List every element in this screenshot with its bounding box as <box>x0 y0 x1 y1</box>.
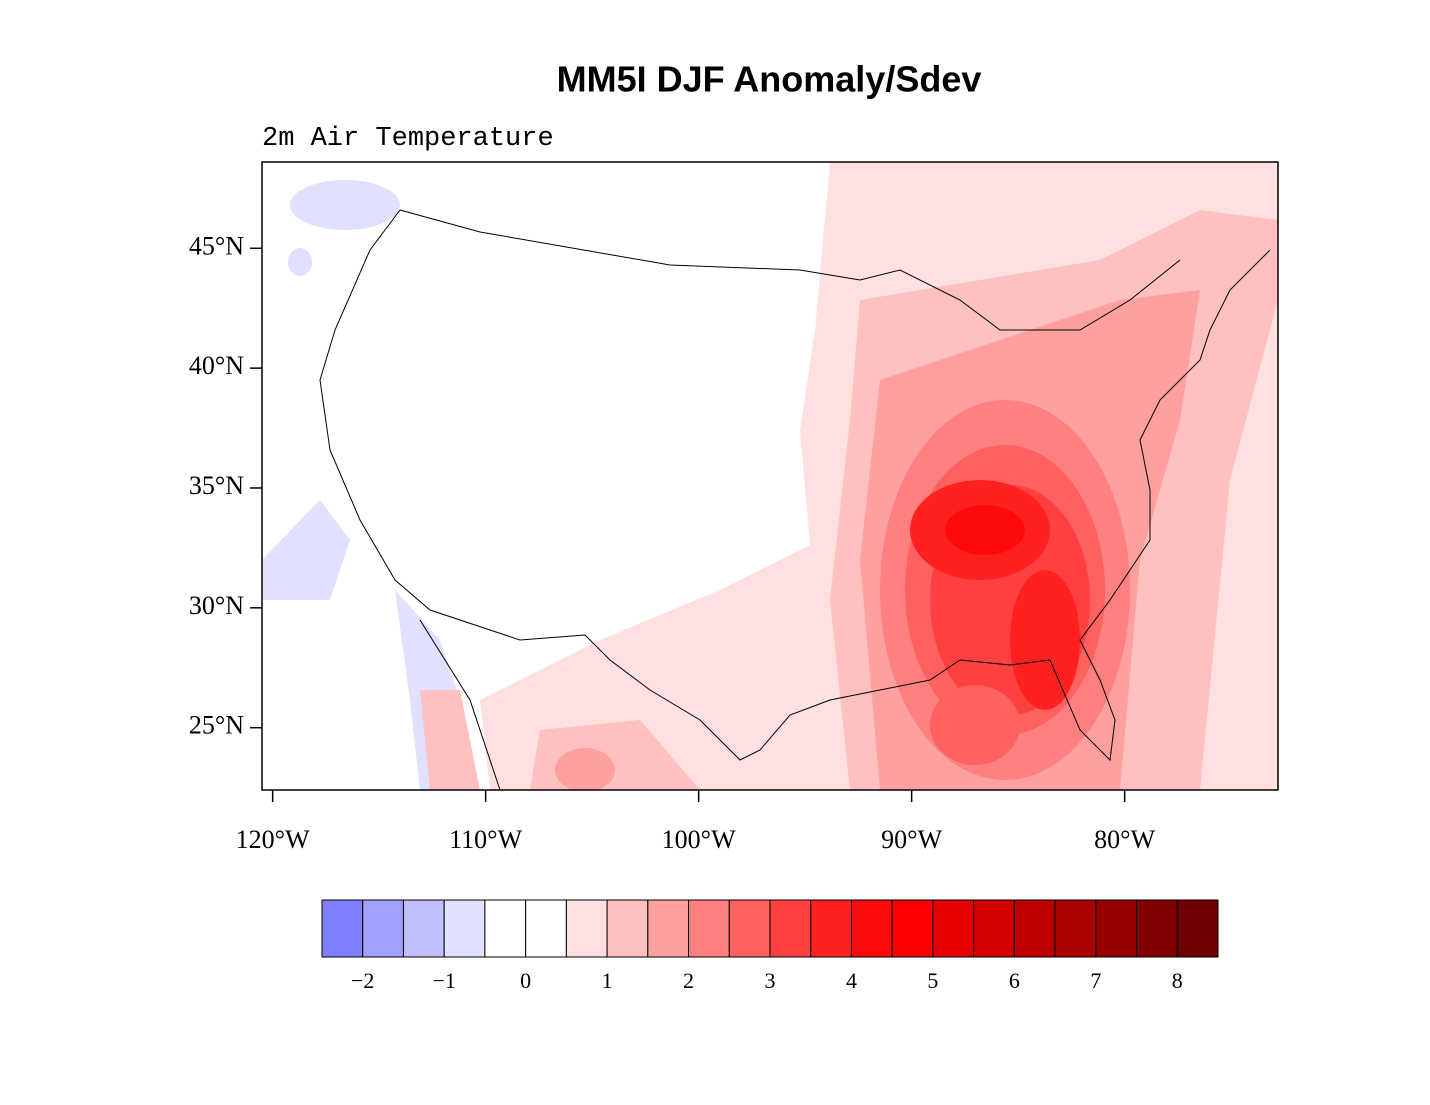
colorbar-label: 1 <box>602 968 613 993</box>
colorbar-box <box>1095 899 1138 958</box>
colorbar-box <box>1176 899 1219 958</box>
colorbar-box <box>850 899 893 958</box>
colorbar-box <box>402 899 445 958</box>
colorbar-label: −1 <box>432 968 455 993</box>
y-tick-label: 35°N <box>189 471 244 500</box>
x-tick-label: 90°W <box>881 825 942 854</box>
colorbar-box <box>525 899 567 958</box>
colorbar-box <box>688 899 730 958</box>
colorbar-label: 2 <box>683 968 694 993</box>
x-tick-label: 100°W <box>662 825 736 854</box>
colorbar-box <box>321 899 364 958</box>
colorbar-box <box>606 899 649 958</box>
colorbar-box <box>565 899 608 958</box>
colorbar-label: 6 <box>1009 968 1020 993</box>
y-tick-label: 40°N <box>189 351 244 380</box>
colorbar-label: 0 <box>520 968 531 993</box>
map-title: MM5I DJF Anomaly/Sdev <box>557 59 982 100</box>
colorbar-box <box>810 899 852 958</box>
x-tick-label: 120°W <box>236 825 310 854</box>
colorbar-label: −2 <box>351 968 374 993</box>
map-subtitle: 2m Air Temperature <box>262 124 554 154</box>
colorbar-box <box>932 899 975 958</box>
anomaly-field <box>262 162 1278 790</box>
colorbar-box <box>647 899 690 958</box>
colorbar-box <box>769 899 812 958</box>
y-tick-label: 45°N <box>189 231 244 260</box>
y-tick-label: 30°N <box>189 591 244 620</box>
y-tick-label: 25°N <box>189 711 244 740</box>
colorbar-box <box>728 899 771 958</box>
map-frame <box>261 161 1279 791</box>
colorbar-box <box>362 899 404 958</box>
colorbar-label: 4 <box>846 968 857 993</box>
colorbar-label: 8 <box>1172 968 1183 993</box>
colorbar-box <box>1136 899 1178 958</box>
colorbar-box <box>1054 899 1097 958</box>
colorbar-label: 5 <box>927 968 938 993</box>
colorbar-box <box>891 899 934 958</box>
colorbar-label: 3 <box>765 968 776 993</box>
colorbar-label: 7 <box>1090 968 1101 993</box>
coastlines <box>319 209 1271 791</box>
colorbar-box <box>484 899 527 958</box>
x-tick-label: 110°W <box>449 825 522 854</box>
colorbar-box <box>973 899 1015 958</box>
colorbar-box <box>1013 899 1056 958</box>
x-tick-label: 80°W <box>1094 825 1155 854</box>
colorbar-box <box>443 899 486 958</box>
